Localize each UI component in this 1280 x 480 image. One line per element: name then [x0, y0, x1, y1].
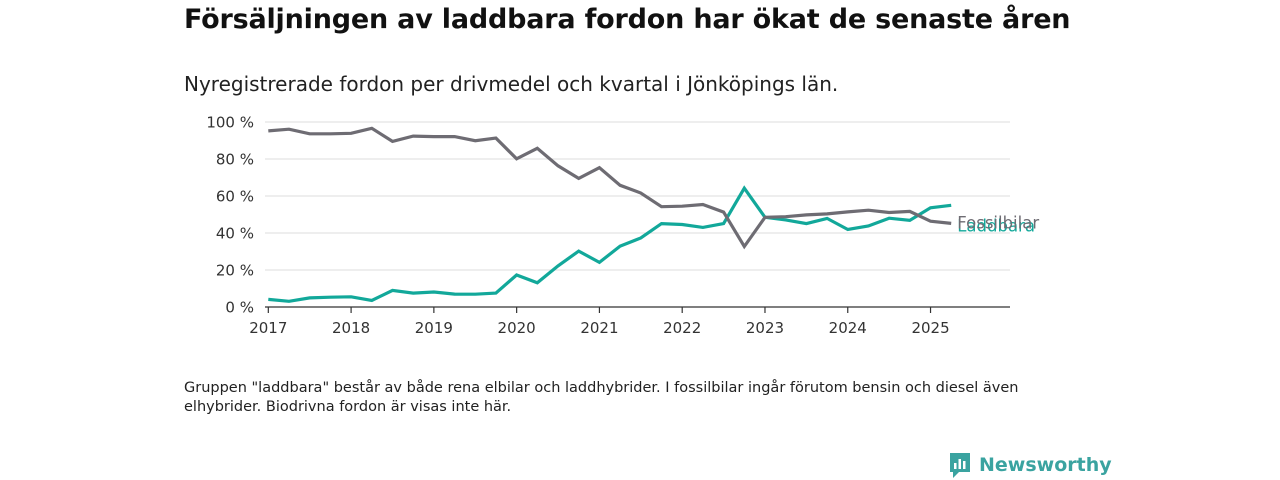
x-tick-label: 2021 [580, 319, 618, 337]
brand-name: Newsworthy [979, 454, 1112, 476]
y-tick-label: 80 % [216, 151, 254, 169]
x-tick-label: 2020 [498, 319, 536, 337]
x-tick-label: 2018 [332, 319, 370, 337]
series-label-fossilbilar: Fossilbilar [957, 213, 1039, 232]
y-tick-label: 0 % [225, 299, 254, 317]
line-chart: 0 % 20 % 40 % 60 % 80 % 100 % 2017 2018 2019 202… [206, 114, 1039, 338]
x-tick-label: 2022 [663, 319, 701, 337]
series-line-laddbara [268, 185, 952, 303]
x-tick-label: 2019 [415, 319, 453, 337]
chart-footnote: Gruppen "laddbara" består av både rena e… [184, 380, 1019, 415]
chart-title: Försäljningen av laddbara fordon har öka… [184, 4, 1071, 35]
x-tick-label: 2017 [249, 319, 287, 337]
chart-subtitle: Nyregistrerade fordon per drivmedel och … [184, 72, 839, 96]
x-tick-label: 2024 [829, 319, 867, 337]
y-tick-label: 60 % [216, 188, 254, 206]
grid-lines [265, 121, 1010, 271]
x-tick-label: 2025 [911, 319, 949, 337]
y-tick-label: 40 % [216, 225, 254, 243]
y-tick-label: 20 % [216, 262, 254, 280]
newsworthy-logo-icon [950, 453, 970, 478]
brand-logo[interactable]: Newsworthy [948, 450, 1112, 480]
y-tick-label: 100 % [206, 114, 254, 132]
series-lines [268, 126, 952, 303]
x-tick-label: 2023 [746, 319, 784, 337]
series-label-laddbara: Laddbara [957, 216, 1035, 235]
series-line-fossilbilar [268, 126, 952, 250]
y-axis-ticks: 0 % 20 % 40 % 60 % 80 % 100 % [206, 114, 254, 317]
x-axis: 2017 2018 2019 2020 2021 2022 2023 2024 2025 [249, 306, 1010, 337]
